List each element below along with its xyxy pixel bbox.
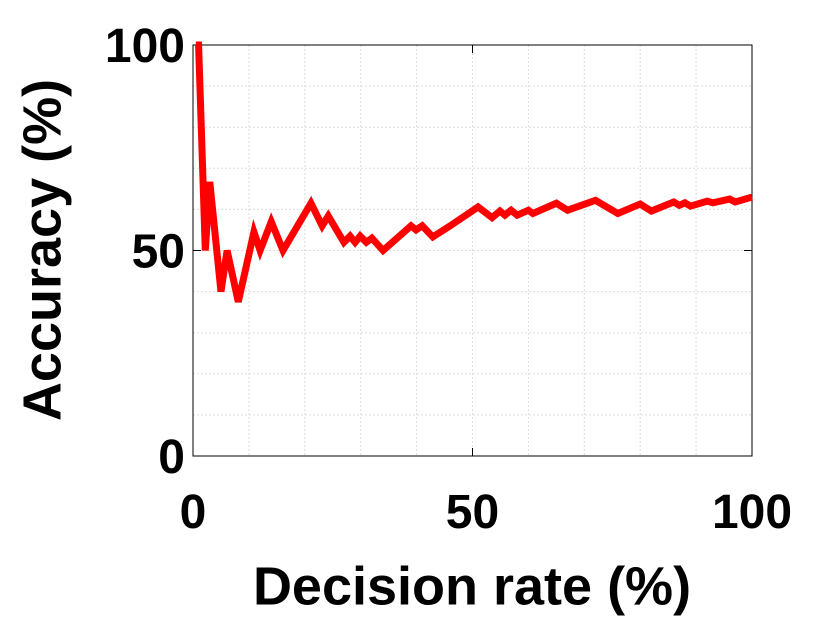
y-axis-label: Accuracy (%): [12, 79, 72, 421]
x-axis-label: Decision rate (%): [253, 556, 691, 616]
x-tick-label: 100: [712, 486, 792, 539]
data-line: [195, 41, 753, 303]
y-tick-label: 50: [132, 226, 185, 279]
plot-frame: [192, 44, 753, 457]
y-tick-label: 0: [158, 431, 185, 484]
x-tick-label: 0: [180, 486, 207, 539]
x-tick-label: 50: [446, 486, 499, 539]
y-tick-label: 100: [105, 20, 185, 73]
